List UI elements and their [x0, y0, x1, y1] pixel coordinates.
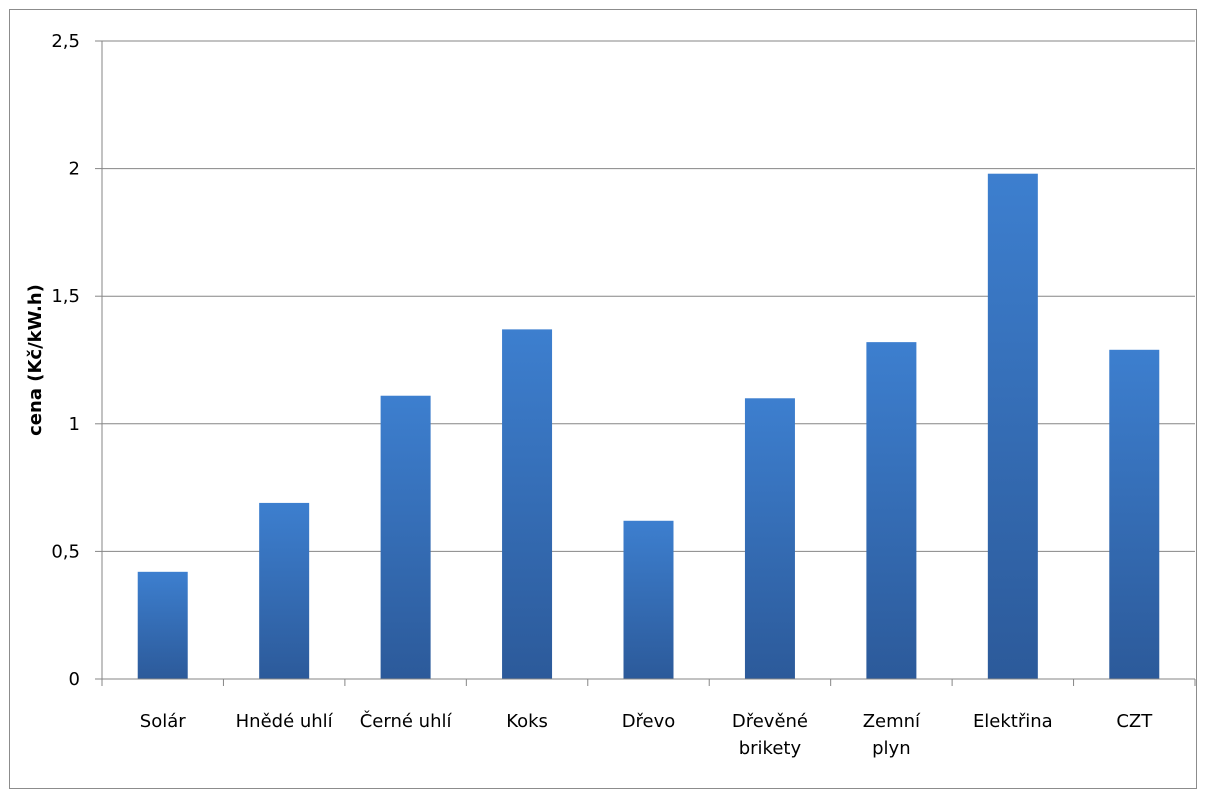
y-tick-label: 1,5	[51, 286, 80, 307]
x-tick-label: CZT	[1116, 711, 1153, 732]
bar	[744, 398, 795, 679]
bar	[502, 329, 553, 679]
x-tick-label: Dřevěné	[732, 711, 808, 732]
bars	[137, 173, 1160, 680]
x-tick-label: Hnědé uhlí	[236, 711, 334, 732]
tick-labels: 0 0,5 1 1,5 2 2,5 Solár Hnědé uhlí Černé uhlí Kok…	[51, 31, 1153, 759]
y-tick-label: 1	[69, 414, 80, 435]
y-tick-label: 0	[69, 669, 80, 690]
bar	[866, 342, 917, 679]
bar	[623, 520, 674, 679]
x-tick-label: plyn	[872, 738, 911, 759]
x-tick-label: Elektřina	[973, 711, 1053, 732]
bar	[380, 395, 431, 679]
bar	[137, 571, 188, 679]
y-tick-label: 0,5	[51, 541, 80, 562]
bar	[1109, 349, 1160, 679]
axes	[95, 40, 1196, 686]
bar	[987, 173, 1038, 680]
x-tick-label: Zemní	[863, 711, 921, 732]
x-tick-label: brikety	[739, 738, 802, 759]
x-tick-label: Černé uhlí	[360, 710, 453, 732]
y-tick-label: 2,5	[51, 31, 80, 52]
x-tick-label: Dřevo	[622, 711, 676, 732]
x-tick-label: Solár	[140, 711, 186, 732]
y-tick-label: 2	[69, 159, 80, 180]
x-tick-label: Koks	[506, 711, 548, 732]
y-axis-title: cena (Kč/kW.h)	[25, 284, 46, 436]
bar	[259, 502, 310, 679]
